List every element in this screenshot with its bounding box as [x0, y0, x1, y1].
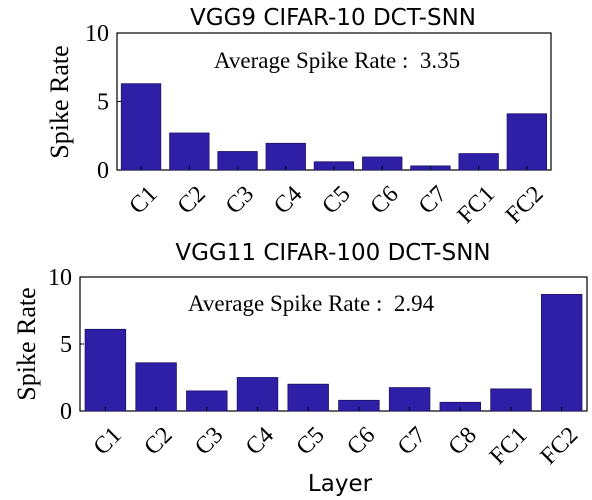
x-tick-label: C1 [124, 181, 162, 219]
chart-1-yticks: 0 5 10 [85, 21, 121, 184]
x-tick-label: C5 [292, 422, 330, 460]
x-tick-label: FC1 [485, 422, 533, 470]
x-tick-label: C4 [269, 181, 307, 219]
bar-c2 [135, 362, 177, 412]
bar-c2 [169, 132, 210, 171]
chart-2-xticks: C1 C2 C3 C4 C5 C6 C7 C8 FC1 FC2 [89, 407, 583, 470]
chart-1: VGG9 CIFAR-10 DCT-SNN Average Spike Rate… [45, 5, 552, 229]
chart-1-bars [120, 83, 548, 171]
chart-2-title: VGG11 CIFAR-100 DCT-SNN [175, 240, 490, 266]
y-tick-label: 5 [60, 332, 72, 358]
bar-c5 [287, 383, 329, 412]
y-tick-label: 5 [97, 90, 109, 116]
x-tick-label: C7 [393, 422, 431, 460]
x-tick-label: FC2 [501, 181, 549, 229]
chart-2-ylabel: Spike Rate [12, 287, 41, 400]
chart-1-xticks: C1 C2 C3 C4 C5 C6 C7 FC1 FC2 [124, 166, 548, 229]
x-tick-label: C6 [342, 422, 380, 460]
bar-c1 [84, 328, 127, 412]
x-tick-label: C3 [190, 422, 228, 460]
y-tick-label: 10 [85, 21, 109, 47]
bar-c4 [236, 377, 279, 412]
chart-2-annotation: Average Spike Rate : 2.94 [188, 291, 435, 316]
chart-1-title: VGG9 CIFAR-10 DCT-SNN [190, 5, 476, 31]
x-tick-label: C4 [241, 422, 279, 460]
x-tick-label: C5 [317, 181, 355, 219]
y-tick-label: 10 [48, 265, 72, 291]
chart-2: VGG11 CIFAR-100 DCT-SNN Average Spike Ra… [12, 240, 588, 497]
x-tick-label: C8 [444, 422, 482, 460]
chart-1-ylabel: Spike Rate [45, 45, 74, 158]
x-tick-label: C2 [139, 422, 177, 460]
y-tick-label: 0 [60, 399, 72, 425]
chart-2-bars [84, 293, 583, 412]
x-tick-label: C6 [366, 181, 404, 219]
bar-fc2 [506, 113, 548, 171]
chart-2-xlabel: Layer [308, 471, 373, 497]
chart-2-yticks: 0 5 10 [48, 265, 84, 425]
bar-c1 [120, 83, 162, 171]
x-tick-label: C7 [414, 181, 452, 219]
y-tick-label: 0 [97, 158, 109, 184]
x-tick-label: C3 [221, 181, 259, 219]
x-tick-label: C1 [89, 422, 127, 460]
bar-c4 [265, 142, 306, 171]
x-tick-label: FC1 [453, 181, 501, 229]
chart-1-annotation: Average Spike Rate : 3.35 [214, 48, 460, 73]
x-tick-label: C2 [173, 181, 211, 219]
x-tick-label: FC2 [536, 422, 584, 470]
bar-fc2 [541, 293, 583, 412]
